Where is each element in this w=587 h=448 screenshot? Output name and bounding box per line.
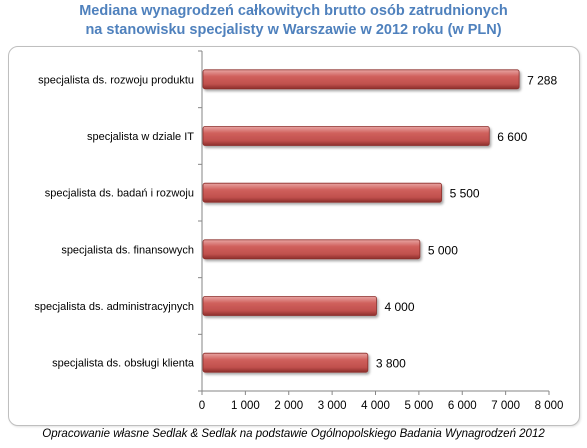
bar xyxy=(202,69,520,90)
x-tick-label: 1 000 xyxy=(231,400,260,412)
category-label: specjalista w dziale IT xyxy=(87,131,194,143)
category-label: specjalista ds. rozwoju produktu xyxy=(38,74,194,86)
source-note: Opracowanie własne Sedlak & Sedlak na po… xyxy=(42,428,545,440)
bar xyxy=(202,352,369,373)
chart-title-line-1: Mediana wynagrodzeń całkowitych brutto o… xyxy=(79,3,508,19)
chart-title: Mediana wynagrodzeń całkowitych brutto o… xyxy=(0,2,587,40)
x-tick-label: 2 000 xyxy=(274,400,303,412)
bar xyxy=(202,126,490,146)
x-tick-label: 3 000 xyxy=(318,400,347,412)
bar xyxy=(202,239,421,260)
x-tick-label: 4 000 xyxy=(361,400,390,412)
x-tick-label: 6 000 xyxy=(448,400,477,412)
x-tick-label: 7 000 xyxy=(491,400,520,412)
x-tick-label: 0 xyxy=(199,400,205,412)
category-label: specjalista ds. administracyjnych xyxy=(34,301,194,313)
bar-chart: 0 1 000 2 000 3 000 4 000 5 000 6 000 7 000 8 00… xyxy=(34,50,564,412)
x-tick-label: 8 000 xyxy=(535,400,564,412)
chart-frame: 0 1 000 2 000 3 000 4 000 5 000 6 000 7 000 8 00… xyxy=(8,46,580,426)
value-label: 5 000 xyxy=(428,243,458,257)
bar xyxy=(202,296,377,316)
category-label: specjalista ds. badań i rozwoju xyxy=(45,188,194,200)
x-tick-label: 5 000 xyxy=(404,400,433,412)
value-label: 6 600 xyxy=(497,130,527,144)
value-label: 5 500 xyxy=(450,187,480,201)
value-label: 4 000 xyxy=(385,300,415,314)
category-label: specjalista ds. obsługi klienta xyxy=(52,358,195,370)
value-label: 7 288 xyxy=(527,73,557,87)
category-label: specjalista ds. finansowych xyxy=(61,244,194,256)
chart-title-line-2: na stanowisku specjalisty w Warszawie w … xyxy=(85,22,502,38)
value-label: 3 800 xyxy=(376,357,406,371)
bar xyxy=(202,182,442,203)
